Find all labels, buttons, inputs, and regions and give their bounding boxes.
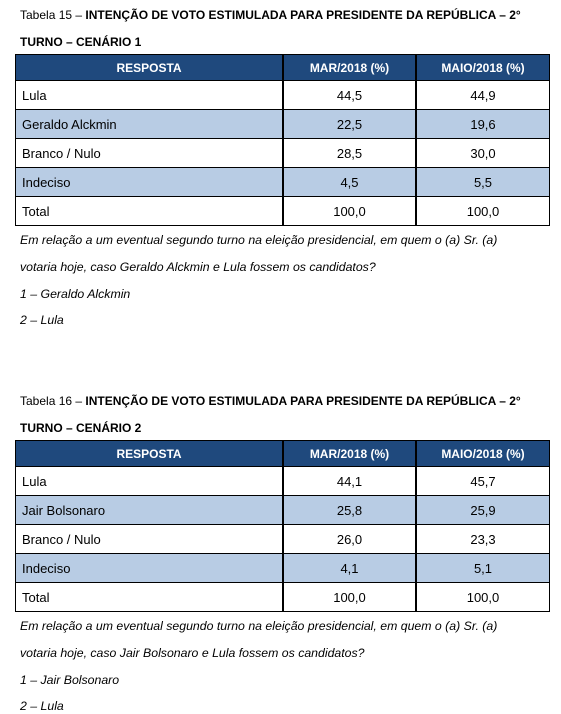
table-cell: 4,1	[283, 553, 416, 583]
answer-option: 2 – Lula	[20, 313, 64, 327]
table-caption: Tabela 16 – INTENÇÃO DE VOTO ESTIMULADA …	[20, 390, 521, 412]
table-cell: 19,6	[416, 109, 550, 139]
table-cell: Lula	[15, 80, 283, 110]
question-text: Em relação a um eventual segundo turno n…	[20, 619, 498, 633]
header-cell: MAR/2018 (%)	[283, 440, 416, 467]
table-title: INTENÇÃO DE VOTO ESTIMULADA PARA PRESIDE…	[85, 8, 521, 22]
question-text: votaria hoje, caso Geraldo Alckmin e Lul…	[20, 260, 376, 274]
table-caption: TURNO – CENÁRIO 2	[20, 421, 142, 435]
table-label: Tabela 15 –	[20, 8, 83, 22]
table-cell: 44,9	[416, 80, 550, 110]
answer-option: 2 – Lula	[20, 699, 64, 713]
table-title: INTENÇÃO DE VOTO ESTIMULADA PARA PRESIDE…	[85, 394, 521, 408]
table-cell: 22,5	[283, 109, 416, 139]
table-caption: Tabela 15 – INTENÇÃO DE VOTO ESTIMULADA …	[20, 4, 521, 26]
question-text: Em relação a um eventual segundo turno n…	[20, 233, 498, 247]
table-cell: 30,0	[416, 138, 550, 168]
table-cell: 100,0	[283, 196, 416, 226]
table-cell: 25,8	[283, 495, 416, 525]
table-cell: Lula	[15, 466, 283, 496]
answer-option: 1 – Geraldo Alckmin	[20, 287, 131, 301]
answer-option: 1 – Jair Bolsonaro	[20, 673, 120, 687]
header-cell: MAR/2018 (%)	[283, 54, 416, 81]
header-cell: MAIO/2018 (%)	[416, 54, 550, 81]
header-cell: MAIO/2018 (%)	[416, 440, 550, 467]
table-cell: Indeciso	[15, 553, 283, 583]
table-cell: Geraldo Alckmin	[15, 109, 283, 139]
table-cell: 100,0	[416, 196, 550, 226]
table-cell: 100,0	[283, 582, 416, 612]
table-cell: 44,5	[283, 80, 416, 110]
table-cell: Indeciso	[15, 167, 283, 197]
table-cell: Jair Bolsonaro	[15, 495, 283, 525]
table-cell: 26,0	[283, 524, 416, 554]
table-caption: TURNO – CENÁRIO 1	[20, 35, 142, 49]
question-text: votaria hoje, caso Jair Bolsonaro e Lula…	[20, 646, 365, 660]
table-cell: Total	[15, 582, 283, 612]
table-cell: 4,5	[283, 167, 416, 197]
header-cell: RESPOSTA	[15, 54, 283, 81]
table-cell: Branco / Nulo	[15, 524, 283, 554]
table-cell: 5,5	[416, 167, 550, 197]
table-cell: 25,9	[416, 495, 550, 525]
table-cell: 45,7	[416, 466, 550, 496]
table-cell: 44,1	[283, 466, 416, 496]
table-cell: 100,0	[416, 582, 550, 612]
table-cell: 5,1	[416, 553, 550, 583]
table-cell: 28,5	[283, 138, 416, 168]
table-label: Tabela 16 –	[20, 394, 83, 408]
table-cell: Total	[15, 196, 283, 226]
table-cell: Branco / Nulo	[15, 138, 283, 168]
table-cell: 23,3	[416, 524, 550, 554]
header-cell: RESPOSTA	[15, 440, 283, 467]
